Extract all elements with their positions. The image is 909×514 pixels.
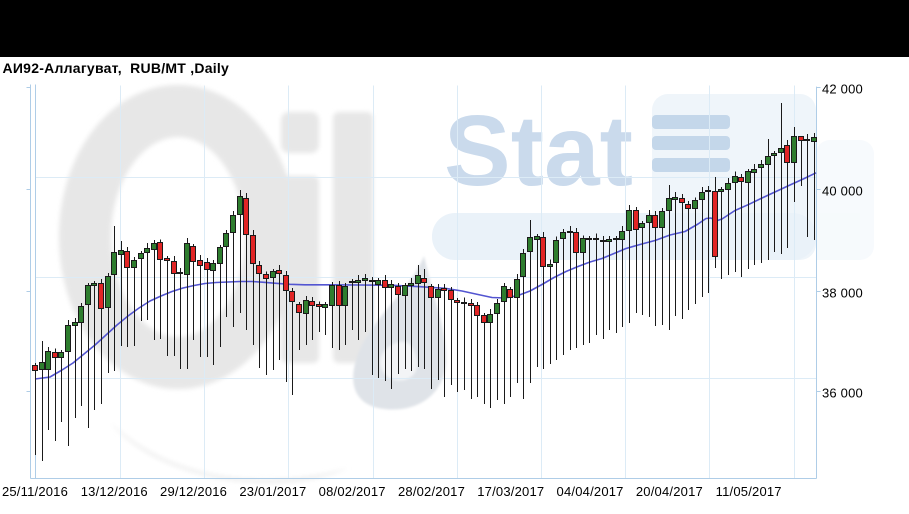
svg-text:Stat: Stat [444, 95, 633, 207]
svg-text:38 000: 38 000 [822, 285, 863, 300]
svg-text:40 000: 40 000 [822, 183, 863, 198]
svg-text:04/04/2017: 04/04/2017 [557, 484, 624, 499]
svg-text:28/02/2017: 28/02/2017 [398, 484, 465, 499]
svg-text:11/05/2017: 11/05/2017 [716, 484, 782, 499]
svg-text:АИ92-Аллагуват, RUB/MT ,Daily: АИ92-Аллагуват, RUB/MT ,Daily [3, 60, 230, 76]
svg-text:29/12/2016: 29/12/2016 [160, 484, 227, 499]
svg-text:25/11/2016: 25/11/2016 [2, 484, 68, 499]
svg-text:36 000: 36 000 [822, 385, 863, 400]
svg-text:20/04/2017: 20/04/2017 [636, 484, 703, 499]
svg-text:42 000: 42 000 [822, 81, 863, 96]
svg-text:08/02/2017: 08/02/2017 [319, 484, 386, 499]
svg-text:13/12/2016: 13/12/2016 [81, 484, 148, 499]
svg-text:17/03/2017: 17/03/2017 [477, 484, 544, 499]
svg-text:23/01/2017: 23/01/2017 [239, 484, 306, 499]
